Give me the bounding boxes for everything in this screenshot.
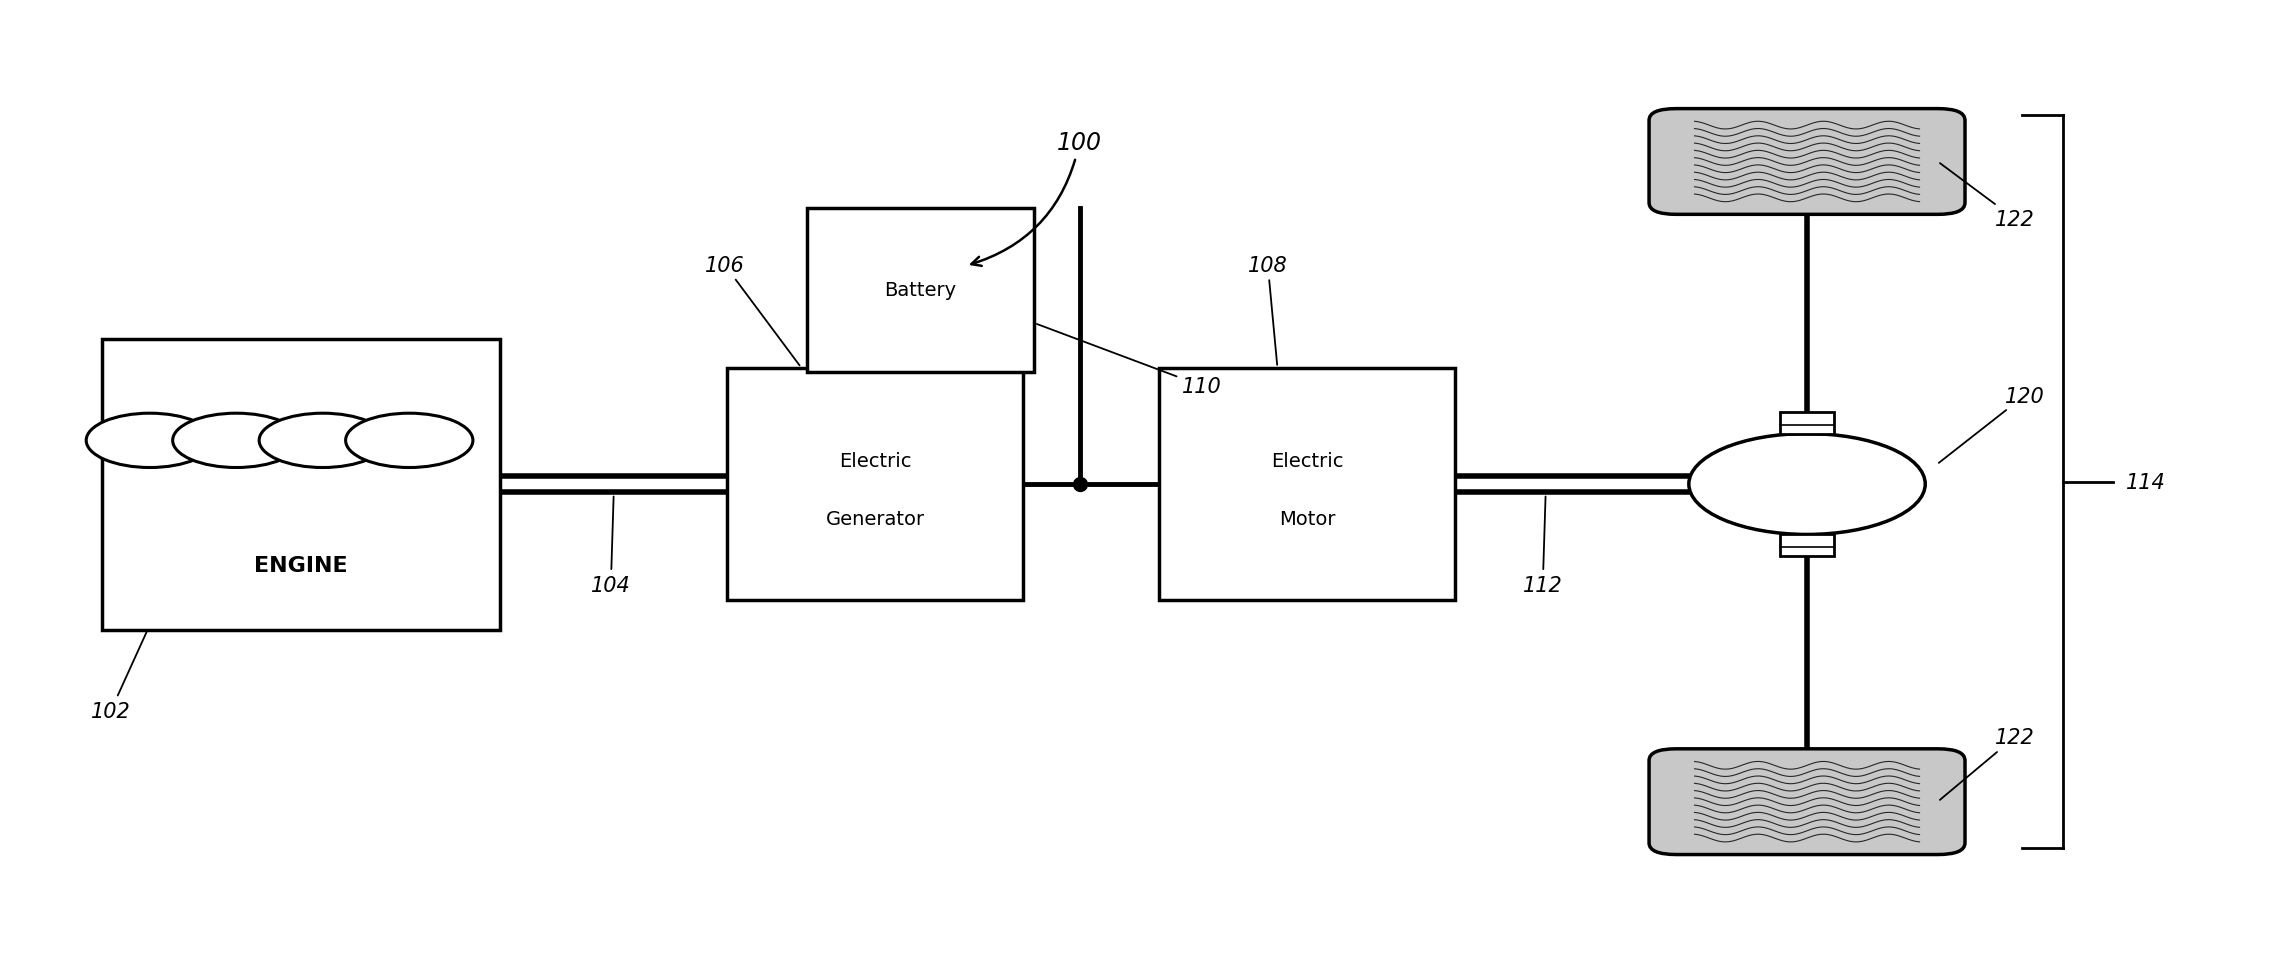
Text: 114: 114 — [2128, 472, 2166, 492]
FancyBboxPatch shape — [1650, 109, 1966, 215]
Text: 106: 106 — [705, 256, 800, 366]
Text: 120: 120 — [1939, 387, 2043, 463]
Circle shape — [345, 414, 473, 468]
Text: Battery: Battery — [884, 281, 957, 300]
Bar — [1159, 368, 1455, 601]
Text: 122: 122 — [1939, 164, 2034, 230]
Text: ENGINE: ENGINE — [255, 556, 348, 576]
Text: 122: 122 — [1939, 728, 2034, 800]
Text: Motor: Motor — [1280, 510, 1334, 529]
Circle shape — [259, 414, 386, 468]
Circle shape — [86, 414, 214, 468]
Text: 110: 110 — [1036, 325, 1221, 396]
Bar — [102, 339, 500, 630]
FancyBboxPatch shape — [1650, 749, 1966, 855]
Text: 102: 102 — [91, 633, 145, 721]
Text: Electric: Electric — [839, 452, 911, 471]
Bar — [727, 368, 1023, 601]
Circle shape — [1689, 434, 1925, 535]
Text: Electric: Electric — [1271, 452, 1343, 471]
Text: 104: 104 — [591, 497, 630, 595]
Bar — [1780, 535, 1834, 556]
Text: Generator: Generator — [825, 510, 925, 529]
Text: 108: 108 — [1248, 256, 1287, 365]
Circle shape — [173, 414, 300, 468]
Text: 100: 100 — [971, 131, 1102, 266]
Text: 112: 112 — [1523, 497, 1562, 595]
Bar — [807, 208, 1034, 373]
Bar — [1780, 413, 1834, 434]
